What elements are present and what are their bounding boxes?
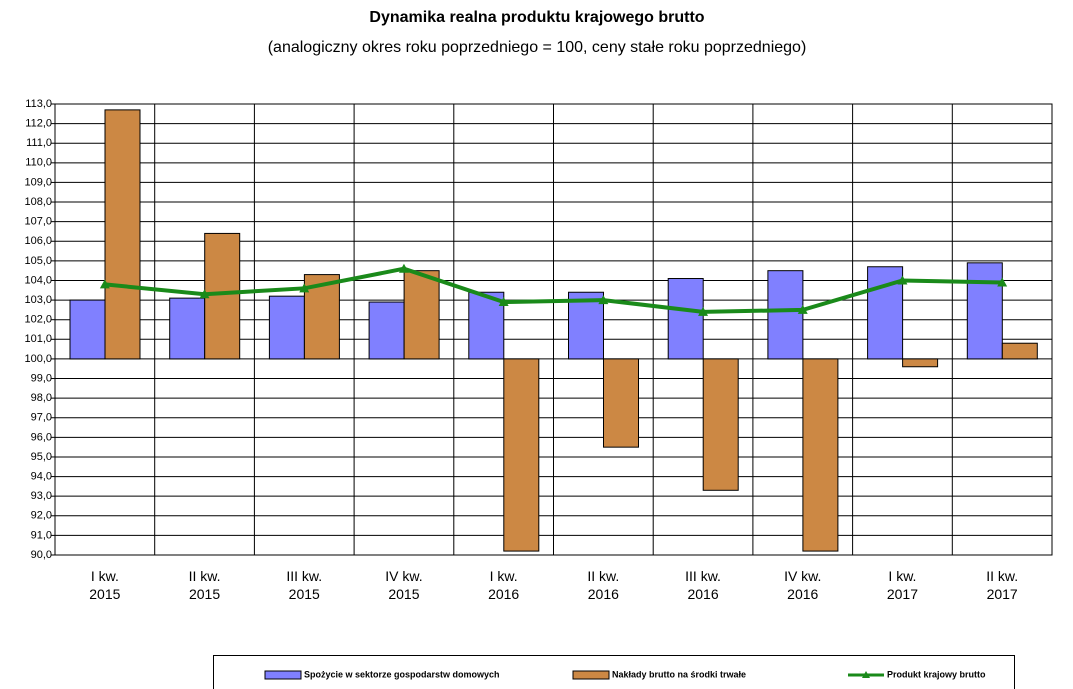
line bbox=[104, 266, 1003, 314]
y-tick-label: 99,0 bbox=[31, 372, 52, 384]
y-tick-label: 106,0 bbox=[24, 235, 52, 247]
bar bbox=[802, 358, 839, 552]
bar bbox=[368, 301, 405, 360]
line-marker bbox=[698, 306, 709, 316]
bar bbox=[403, 270, 440, 360]
x-tick-label: IV kw. 2015 bbox=[385, 568, 423, 602]
line-marker bbox=[398, 263, 409, 273]
bar bbox=[902, 358, 939, 368]
bar bbox=[603, 358, 639, 448]
line-marker bbox=[199, 289, 210, 299]
x-tick-label: III kw. 2016 bbox=[685, 568, 721, 602]
y-tick-label: 105,0 bbox=[24, 255, 52, 267]
y-tick-label: 103,0 bbox=[24, 294, 52, 306]
line-marker bbox=[997, 277, 1008, 287]
legend-swatch bbox=[264, 670, 302, 680]
bar bbox=[204, 232, 241, 360]
bar bbox=[1001, 342, 1038, 360]
y-tick-label: 100,0 bbox=[24, 353, 52, 365]
line-marker bbox=[299, 283, 310, 293]
bar bbox=[268, 295, 305, 360]
line-marker bbox=[797, 304, 808, 314]
bar bbox=[503, 358, 540, 552]
y-tick-label: 93,0 bbox=[31, 490, 52, 502]
y-tick-label: 113,0 bbox=[25, 98, 52, 110]
bar bbox=[667, 278, 704, 360]
x-tick-label: IV kw. 2016 bbox=[784, 568, 822, 602]
x-tick-label: I kw. 2015 bbox=[89, 568, 121, 602]
x-tick-label: I kw. 2016 bbox=[488, 568, 520, 602]
legend-label: Produkt krajowy brutto bbox=[887, 669, 986, 679]
legend-box bbox=[213, 655, 1015, 689]
x-tick-label: II kw. 2017 bbox=[986, 568, 1019, 602]
bar bbox=[169, 297, 206, 360]
y-tick-label: 95,0 bbox=[31, 451, 52, 463]
y-tick-label: 112,0 bbox=[25, 118, 52, 130]
plot-frame bbox=[54, 103, 1053, 556]
chart-title: Dynamika realna produktu krajowego brutt… bbox=[369, 9, 704, 26]
bar bbox=[702, 358, 739, 491]
y-tick-label: 90,0 bbox=[31, 549, 52, 561]
y-tick-label: 107,0 bbox=[24, 216, 52, 228]
bar bbox=[104, 109, 141, 360]
y-tick-label: 97,0 bbox=[31, 412, 52, 424]
bar bbox=[468, 291, 505, 360]
y-tick-label: 98,0 bbox=[31, 392, 52, 404]
bar bbox=[966, 262, 1003, 360]
chart-subtitle: (analogiczny okres roku poprzedniego = 1… bbox=[268, 39, 807, 56]
y-tick-label: 91,0 bbox=[31, 529, 52, 541]
x-tick-label: I kw. 2017 bbox=[886, 568, 919, 602]
y-tick-label: 101,0 bbox=[24, 333, 52, 345]
line-marker bbox=[498, 297, 509, 307]
legend-label: Spożycie w sektorze gospodarstw domowych bbox=[304, 669, 500, 679]
y-tick-label: 92,0 bbox=[31, 510, 52, 522]
legend-label: Nakłady brutto na środki trwałe bbox=[612, 669, 746, 679]
x-tick-label: II kw. 2016 bbox=[587, 568, 620, 602]
bar bbox=[69, 299, 106, 360]
y-tick-label: 102,0 bbox=[24, 314, 52, 326]
y-tick-label: 94,0 bbox=[31, 470, 52, 482]
line-marker bbox=[897, 275, 908, 285]
line-marker bbox=[99, 279, 110, 289]
legend-marker bbox=[862, 671, 870, 678]
y-tick-label: 96,0 bbox=[31, 431, 52, 443]
legend-swatch bbox=[572, 670, 610, 680]
y-tick-label: 108,0 bbox=[24, 196, 52, 208]
bar bbox=[568, 291, 604, 360]
line-marker bbox=[598, 295, 609, 305]
y-tick-label: 104,0 bbox=[24, 274, 52, 286]
x-tick-label: III kw. 2015 bbox=[286, 568, 323, 602]
y-tick-label: 111,0 bbox=[26, 137, 52, 149]
y-tick-label: 110,0 bbox=[25, 157, 52, 169]
y-tick-label: 109,0 bbox=[24, 176, 52, 188]
x-tick-label: II kw. 2015 bbox=[188, 568, 221, 602]
bar bbox=[767, 270, 804, 360]
